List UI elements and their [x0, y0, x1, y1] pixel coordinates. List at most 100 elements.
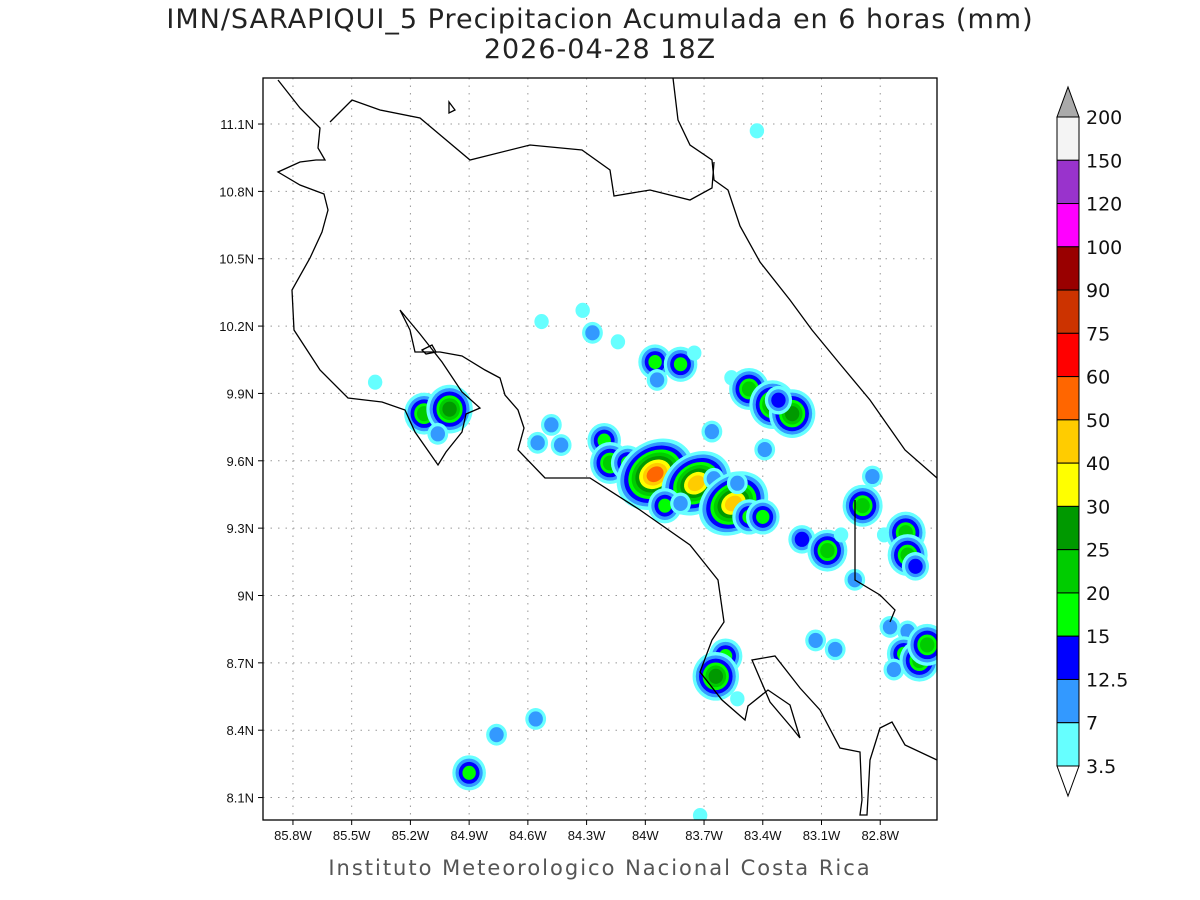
lon-tick-label: 84.3W: [568, 828, 606, 843]
lat-tick-label: 10.2N: [219, 319, 254, 334]
precip-contour: [784, 406, 800, 422]
precip-cell: [692, 807, 708, 820]
precip-cell: [807, 529, 848, 572]
precip-contour: [808, 632, 823, 648]
colorbar-label: 120: [1086, 194, 1122, 216]
precip-contour: [585, 325, 600, 341]
precip-cell: [749, 123, 765, 139]
precip-contour: [461, 764, 477, 781]
precip-contour: [886, 662, 902, 678]
precip-cell: [575, 302, 590, 318]
precip-contour: [649, 372, 665, 388]
precip-cell: [805, 629, 827, 652]
map-datetime: 2026-04-28 18Z: [483, 34, 717, 65]
precip-cell: [550, 434, 572, 456]
precip-contour: [528, 711, 543, 727]
precip-cell: [879, 616, 901, 638]
precip-cell: [692, 651, 739, 701]
precip-contour: [708, 668, 723, 684]
colorbar-segment: [1056, 203, 1080, 248]
precip-contour: [882, 619, 898, 635]
precip-cell: [701, 420, 723, 443]
precip-cell: [726, 472, 748, 495]
colorbar-label: 150: [1086, 150, 1122, 172]
colorbar-segment: [1056, 722, 1080, 767]
precip-contour: [687, 345, 702, 361]
colorbar-segment: [1056, 635, 1080, 680]
colorbar-label: 60: [1086, 367, 1110, 389]
precip-contour: [367, 374, 383, 390]
lon-tick-label: 85.5W: [333, 828, 371, 843]
precip-cell: [646, 369, 668, 391]
precip-contour: [544, 417, 559, 433]
precip-cell: [842, 484, 883, 527]
precip-cell: [901, 552, 930, 581]
map-frame: [262, 77, 938, 821]
precip-contour: [920, 637, 935, 653]
map-title: IMN/SARAPIQUI_5 Precipitacion Acumulada …: [166, 4, 1034, 35]
precip-contour: [687, 475, 705, 492]
colorbar: 200 150 120 100 90 75 60 50 40 30 25 20 15 12.5 7 3.5: [1056, 85, 1128, 798]
precip-cell: [582, 321, 603, 344]
colorbar-segment: [1056, 462, 1080, 507]
precip-contour: [489, 727, 504, 743]
colorbar-segment: [1056, 332, 1080, 378]
precip-cell: [426, 384, 473, 434]
precip-contour: [730, 691, 745, 707]
colorbar-segment: [1056, 678, 1080, 724]
lat-tick-label: 8.1N: [227, 791, 254, 806]
precip-contour: [749, 123, 765, 139]
precip-cell: [534, 314, 549, 330]
colorbar-label: 75: [1086, 323, 1110, 345]
precip-cell: [754, 438, 776, 461]
lon-tick-label: 85.2W: [392, 828, 430, 843]
colorbar-label: 40: [1086, 453, 1110, 475]
colorbar-over-triangle: [1056, 85, 1080, 118]
precip-contour: [855, 498, 870, 514]
colorbar-label: 25: [1086, 540, 1110, 562]
precip-cell: [540, 413, 562, 436]
precip-contour: [833, 527, 849, 543]
precip-contour: [704, 424, 720, 440]
colorbar-label: 12.5: [1086, 669, 1128, 691]
precip-cell: [730, 691, 745, 707]
lat-tick-label: 8.4N: [227, 723, 254, 738]
precip-contour: [820, 543, 835, 559]
precip-contour: [646, 466, 664, 483]
precip-contour: [647, 353, 663, 371]
colorbar-segment: [1056, 549, 1080, 594]
precip-cell: [687, 345, 702, 361]
lat-tick-label: 9.6N: [227, 454, 254, 469]
lat-tick-label: 11.1N: [220, 117, 254, 132]
precip-cell: [638, 344, 672, 380]
precip-cell: [427, 422, 449, 445]
precip-contour: [673, 495, 688, 512]
precip-contour: [828, 641, 843, 657]
colorbar-segment: [1056, 159, 1080, 205]
precip-cell: [745, 499, 780, 535]
footer-credit: Instituto Meteorologico Nacional Costa R…: [328, 856, 872, 880]
precip-cell: [833, 527, 849, 543]
lon-tick-label: 82.8W: [861, 828, 899, 843]
colorbar-label: 100: [1086, 237, 1122, 259]
precip-cell: [861, 465, 883, 488]
precip-contour: [553, 437, 569, 453]
lat-tick-label: 10.8N: [219, 184, 254, 199]
precip-contour: [730, 475, 745, 491]
colorbar-segment: [1056, 505, 1080, 551]
colorbar-segment: [1056, 289, 1080, 334]
lon-tick-label: 83.7W: [685, 828, 723, 843]
precip-cells: [367, 123, 937, 820]
colorbar-segment: [1056, 592, 1080, 637]
colorbar-segment: [1056, 419, 1080, 464]
precip-contour: [692, 807, 708, 820]
precip-cell: [670, 492, 691, 515]
lon-tick-label: 85.8W: [274, 828, 312, 843]
precip-contour: [534, 314, 549, 330]
precip-contour: [672, 356, 689, 373]
lon-tick-label: 83.4W: [744, 828, 782, 843]
lat-tick-label: 9N: [237, 588, 254, 603]
precip-contour: [610, 334, 626, 350]
colorbar-label: 30: [1086, 496, 1110, 518]
colorbar-segment: [1056, 376, 1080, 421]
